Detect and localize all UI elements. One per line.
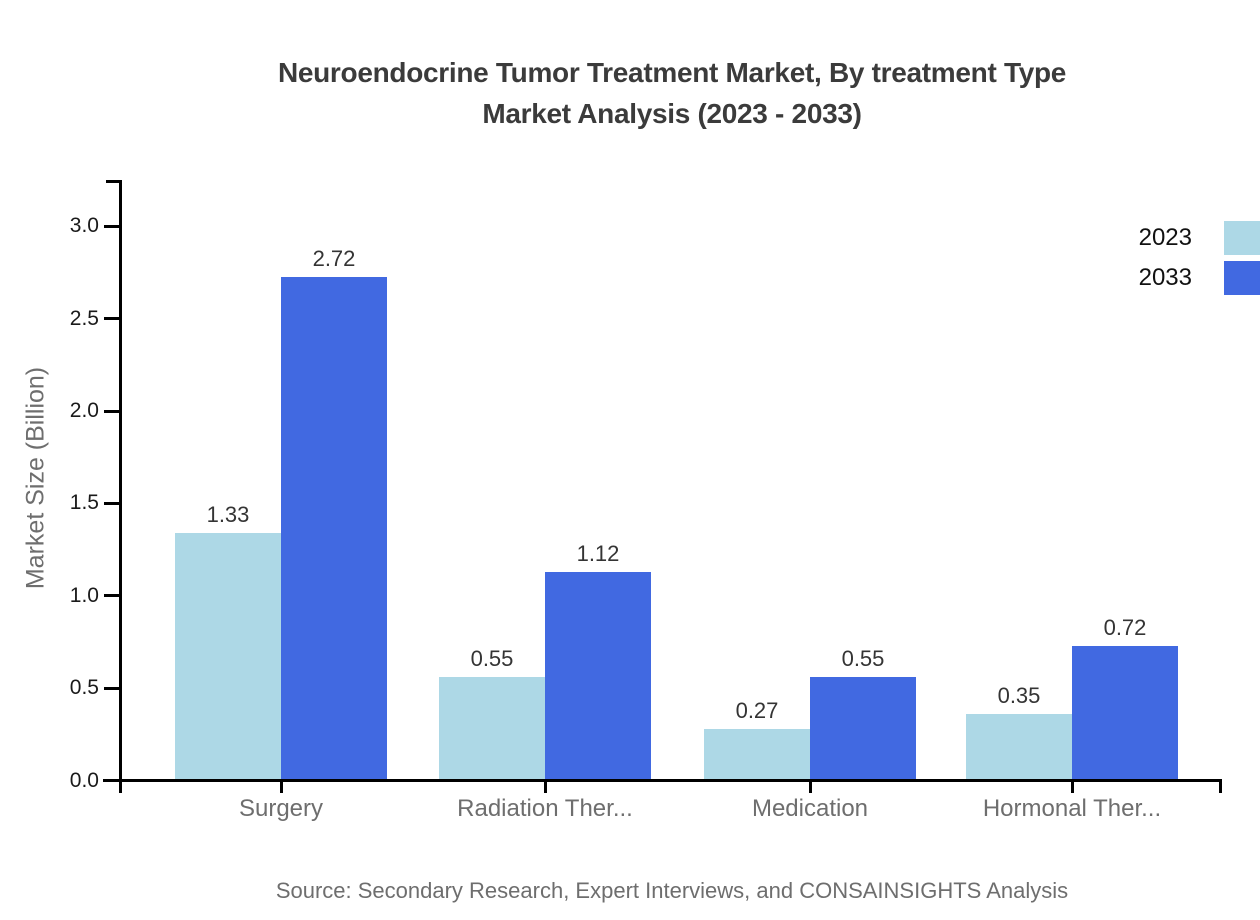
x-tick (543, 782, 547, 793)
bar-value-label: 2.72 (312, 246, 356, 271)
bar-value-label: 0.27 (735, 698, 779, 723)
y-tick (104, 686, 120, 690)
y-tick (104, 317, 120, 321)
y-axis-spine (119, 180, 122, 793)
y-tick-label: 2.5 (69, 306, 99, 330)
y-tick (104, 779, 120, 782)
x-tick (1070, 782, 1074, 793)
x-axis-category-label: Surgery (238, 795, 324, 822)
y-tick (104, 594, 120, 598)
bar-value-label: 0.55 (470, 646, 514, 671)
legend-swatch-2033-icon (1224, 261, 1260, 295)
bar-2033-Hormonal Ther... (1072, 646, 1178, 779)
y-tick (104, 409, 120, 413)
y-axis-top-cap (106, 180, 122, 183)
chart-title-line1: Neuroendocrine Tumor Treatment Market, B… (277, 57, 1067, 88)
y-tick-label: 0.5 (69, 676, 99, 700)
chart-title-line2: Market Analysis (2023 - 2033) (482, 98, 862, 129)
legend-swatch-2023-icon (1224, 221, 1260, 255)
y-tick-label: 2.0 (69, 399, 99, 423)
x-tick (279, 782, 283, 793)
x-axis-category-label: Hormonal Ther... (982, 795, 1162, 822)
bar-value-label: 1.12 (576, 541, 620, 566)
y-tick (104, 501, 120, 505)
legend-item-2033[interactable]: 2033 (1139, 261, 1260, 295)
bar-value-label: 0.72 (1103, 615, 1147, 640)
x-axis-spine (103, 779, 1222, 782)
y-tick-label: 1.5 (69, 491, 99, 515)
y-tick-label: 1.0 (69, 583, 99, 607)
bar-2023-Radiation Ther... (439, 677, 545, 779)
y-tick-label: 3.0 (69, 214, 99, 238)
legend-item-2023[interactable]: 2023 (1139, 221, 1260, 255)
x-axis-category-label: Radiation Ther... (457, 795, 633, 822)
bar-2033-Radiation Ther... (545, 572, 651, 779)
bar-2023-Hormonal Ther... (966, 714, 1072, 779)
x-axis-category-label: Medication (751, 795, 869, 822)
x-axis-right-cap (1219, 779, 1222, 793)
y-tick-label: 0.0 (69, 768, 99, 792)
legend-label-2023: 2023 (1138, 224, 1192, 251)
bar-2033-Medication (810, 677, 916, 779)
bar-2023-Surgery (175, 533, 281, 779)
bar-value-label: 1.33 (206, 502, 250, 527)
bar-2033-Surgery (281, 277, 387, 779)
legend-label-2033: 2033 (1138, 264, 1192, 291)
bar-value-label: 0.55 (841, 646, 885, 671)
x-tick (808, 782, 812, 793)
source-text: Source: Secondary Research, Expert Inter… (275, 878, 1069, 903)
y-tick (104, 224, 120, 228)
legend: 2023 2033 (1139, 221, 1260, 301)
bar-2023-Medication (704, 729, 810, 779)
chart-title: Neuroendocrine Tumor Treatment Market, B… (84, 52, 1260, 134)
bar-value-label: 0.35 (997, 683, 1041, 708)
